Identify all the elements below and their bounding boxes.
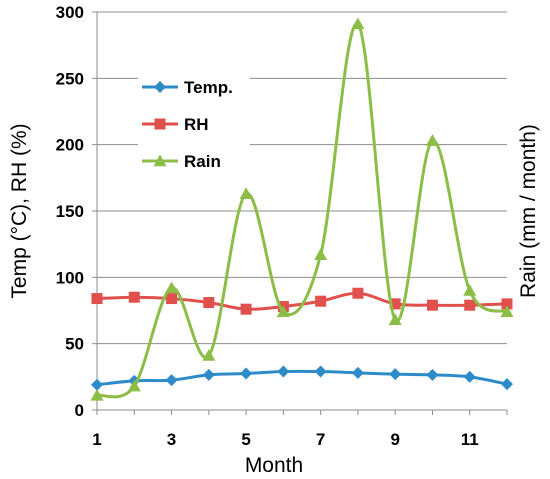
x-tick-label: 5: [241, 430, 250, 449]
data-point-rh: [501, 298, 513, 310]
axes: [92, 11, 508, 415]
data-point-temp: [277, 365, 290, 378]
legend-label: Rain: [184, 152, 221, 171]
legend-marker: [154, 118, 166, 130]
series-layer: [90, 17, 514, 401]
series-line-temp: [96, 369, 508, 387]
y-tick-label: 250: [56, 69, 84, 88]
data-point-rh: [240, 303, 252, 315]
data-point-rain: [500, 305, 514, 318]
x-tick-label: 1: [92, 430, 101, 449]
data-point-rh: [464, 299, 476, 311]
data-point-temp: [202, 368, 215, 381]
data-point-rain: [239, 187, 253, 199]
x-tick-label: 9: [390, 430, 399, 449]
x-tick-label: 3: [167, 430, 176, 449]
data-point-rain: [202, 349, 216, 361]
y-tick-label: 0: [75, 401, 84, 420]
data-point-rain: [314, 248, 328, 260]
x-tick-label: 7: [316, 430, 325, 449]
legend-label: Temp.: [184, 78, 233, 97]
data-point-rain: [425, 134, 439, 146]
data-point-temp: [463, 370, 476, 383]
x-tick-label: 11: [461, 430, 479, 449]
data-point-temp: [165, 374, 178, 387]
legend-marker: [153, 154, 167, 167]
y-tick-label: 100: [56, 268, 84, 287]
data-point-rh: [128, 291, 140, 303]
data-point-rain: [165, 281, 179, 294]
legend-label: RH: [184, 115, 209, 134]
legend: Temp. RH Rain: [138, 60, 250, 178]
x-tick-labels: 1 3 5 7 9 11: [92, 430, 478, 449]
data-point-rh: [389, 298, 401, 310]
data-point-temp: [314, 365, 327, 378]
y-tick-label: 50: [65, 335, 84, 354]
x-axis-label: Month: [245, 454, 303, 477]
data-point-rain: [127, 379, 141, 392]
data-point-rain: [276, 305, 290, 318]
data-point-rh: [166, 293, 178, 305]
data-point-rh: [203, 297, 215, 309]
data-point-temp: [426, 368, 439, 381]
data-point-rain: [351, 17, 365, 30]
y-axis-label-left: Temp (°C), RH (%): [8, 123, 31, 298]
data-point-rh: [426, 299, 438, 311]
data-point-temp: [501, 378, 513, 391]
legend-marker: [154, 81, 166, 93]
data-point-rain: [463, 284, 477, 296]
data-point-rain: [388, 313, 402, 325]
data-point-rh: [91, 293, 103, 305]
y-tick-label: 200: [56, 136, 84, 155]
y-axis-label-right: Rain (mm / month): [517, 124, 540, 298]
data-point-temp: [389, 368, 402, 381]
data-point-temp: [240, 367, 253, 380]
data-point-rh: [352, 287, 364, 299]
y-tick-labels: 0 50 100 150 200 250 300: [56, 3, 84, 420]
data-point-rain: [90, 388, 104, 401]
data-point-temp: [91, 378, 103, 391]
y-tick-label: 150: [56, 202, 84, 221]
y-tick-label: 300: [56, 3, 84, 22]
data-point-temp: [351, 366, 364, 379]
data-point-rh: [315, 295, 327, 307]
